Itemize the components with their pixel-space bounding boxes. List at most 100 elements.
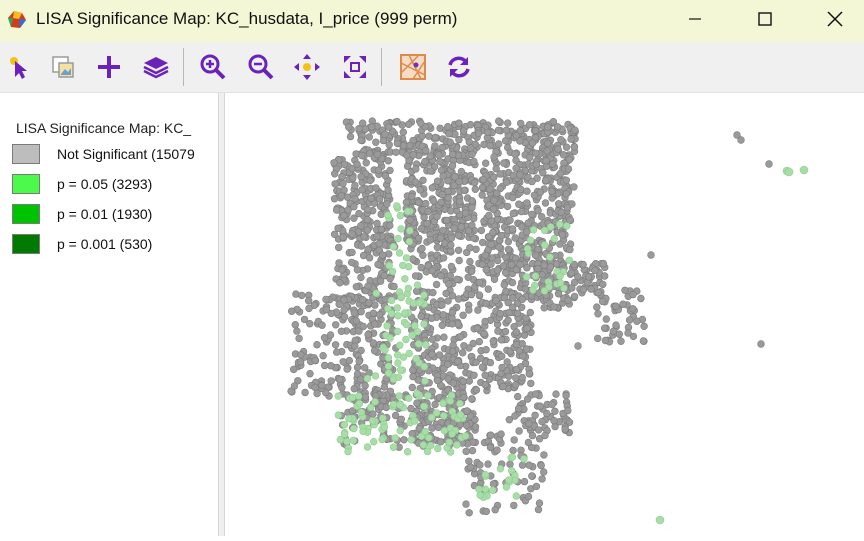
pan-tool[interactable] <box>292 52 322 82</box>
plus-icon <box>98 56 120 78</box>
map-point-not-significant <box>504 245 513 254</box>
map-point-not-significant <box>487 240 495 249</box>
map-point-not-significant <box>470 157 478 166</box>
zoom-out-tool[interactable] <box>246 52 276 82</box>
map-point-not-significant <box>438 301 446 309</box>
legend-title: LISA Significance Map: KC_ <box>16 120 192 136</box>
layers-tool[interactable] <box>141 52 171 82</box>
add-layer-tool[interactable] <box>94 52 124 82</box>
map-point-not-significant <box>392 148 400 156</box>
map-point-not-significant <box>447 207 455 215</box>
map-point-not-significant <box>412 165 420 173</box>
map-point-significant <box>395 249 404 257</box>
map-point-significant <box>415 340 423 348</box>
map-point-significant <box>461 432 470 440</box>
map-point-not-significant <box>566 245 574 254</box>
map-point-not-significant <box>612 321 620 329</box>
map-point-not-significant <box>629 332 638 341</box>
map-point-not-significant <box>444 123 452 131</box>
minimize-button[interactable] <box>660 0 730 38</box>
map-point-not-significant <box>334 243 343 252</box>
map-point-not-significant <box>558 231 567 239</box>
map-point-not-significant <box>465 377 474 385</box>
map-point-significant <box>395 392 403 400</box>
panel-splitter[interactable] <box>218 93 225 536</box>
map-point-not-significant <box>471 423 480 431</box>
close-button[interactable] <box>800 0 864 38</box>
map-point-not-significant <box>502 178 511 187</box>
map-point-not-significant <box>301 388 309 397</box>
legend-item-not-significant[interactable]: Not Significant (15079 <box>12 144 218 166</box>
map-point-not-significant <box>535 435 544 443</box>
map-canvas[interactable] <box>226 93 864 536</box>
map-point-not-significant <box>500 281 508 289</box>
map-point-not-significant <box>543 123 552 131</box>
map-point-not-significant <box>422 268 431 276</box>
map-point-not-significant <box>534 505 543 514</box>
map-point-significant <box>354 392 363 400</box>
map-point-not-significant <box>460 393 468 401</box>
map-point-significant <box>388 267 397 276</box>
map-point-not-significant <box>541 431 549 440</box>
map-point-not-significant <box>364 282 372 290</box>
map-point-not-significant <box>482 507 490 516</box>
map-point-not-significant <box>624 329 632 337</box>
legend-item-p0001[interactable]: p = 0.001 (530) <box>12 234 218 256</box>
map-point-not-significant <box>297 291 306 300</box>
map-point-not-significant <box>290 382 299 390</box>
map-point-not-significant <box>528 210 536 219</box>
map-point-not-significant <box>370 347 379 355</box>
map-point-significant <box>421 427 429 436</box>
map-point-not-significant <box>528 472 536 480</box>
map-point-not-significant <box>554 290 563 298</box>
map-point-not-significant <box>357 172 365 181</box>
map-point-not-significant <box>442 216 451 225</box>
legend-label: Not Significant (15079 <box>57 146 195 162</box>
map-point-significant <box>401 309 409 317</box>
map-point-not-significant <box>462 447 470 456</box>
map-point-not-significant <box>482 265 490 274</box>
map-point-significant <box>520 455 528 463</box>
legend-swatch <box>12 234 40 254</box>
map-point-significant <box>371 372 380 380</box>
map-point-not-significant <box>541 199 550 207</box>
map-point-not-significant <box>377 225 386 234</box>
map-point-not-significant <box>570 292 579 301</box>
map-point-not-significant <box>506 216 514 224</box>
map-point-not-significant <box>534 426 543 434</box>
map-point-not-significant <box>409 255 417 263</box>
map-point-not-significant <box>432 280 441 289</box>
map-point-significant <box>547 223 555 231</box>
map-point-significant <box>379 414 387 422</box>
zoom-in-tool[interactable] <box>198 52 228 82</box>
map-point-significant <box>350 424 358 433</box>
basemap-tool[interactable] <box>398 52 428 82</box>
fit-extent-icon <box>344 56 366 78</box>
map-point-not-significant <box>524 219 532 227</box>
map-point-not-significant <box>311 383 319 392</box>
map-point-not-significant <box>331 180 339 188</box>
copy-image-tool[interactable] <box>48 52 78 82</box>
map-point-not-significant <box>532 160 540 169</box>
refresh-tool[interactable] <box>444 52 474 82</box>
map-point-not-significant <box>468 150 476 159</box>
map-point-not-significant <box>523 228 531 236</box>
map-point-not-significant <box>554 145 562 153</box>
select-tool[interactable] <box>4 52 34 82</box>
map-point-significant <box>359 427 367 436</box>
map-point-not-significant <box>565 155 573 164</box>
map-point-not-significant <box>496 309 504 318</box>
map-point-not-significant <box>512 365 521 374</box>
fit-extent-tool[interactable] <box>340 52 370 82</box>
map-point-not-significant <box>371 301 379 309</box>
map-point-not-significant <box>415 234 423 243</box>
map-point-not-significant <box>422 199 430 208</box>
legend-item-p005[interactable]: p = 0.05 (3293) <box>12 174 218 196</box>
legend-item-p001[interactable]: p = 0.01 (1930) <box>12 204 218 226</box>
map-point-not-significant <box>504 119 512 127</box>
maximize-button[interactable] <box>730 0 800 38</box>
map-point-not-significant <box>619 300 627 308</box>
map-point-not-significant <box>733 131 741 139</box>
map-point-significant <box>556 272 564 280</box>
map-point-significant <box>344 447 352 456</box>
